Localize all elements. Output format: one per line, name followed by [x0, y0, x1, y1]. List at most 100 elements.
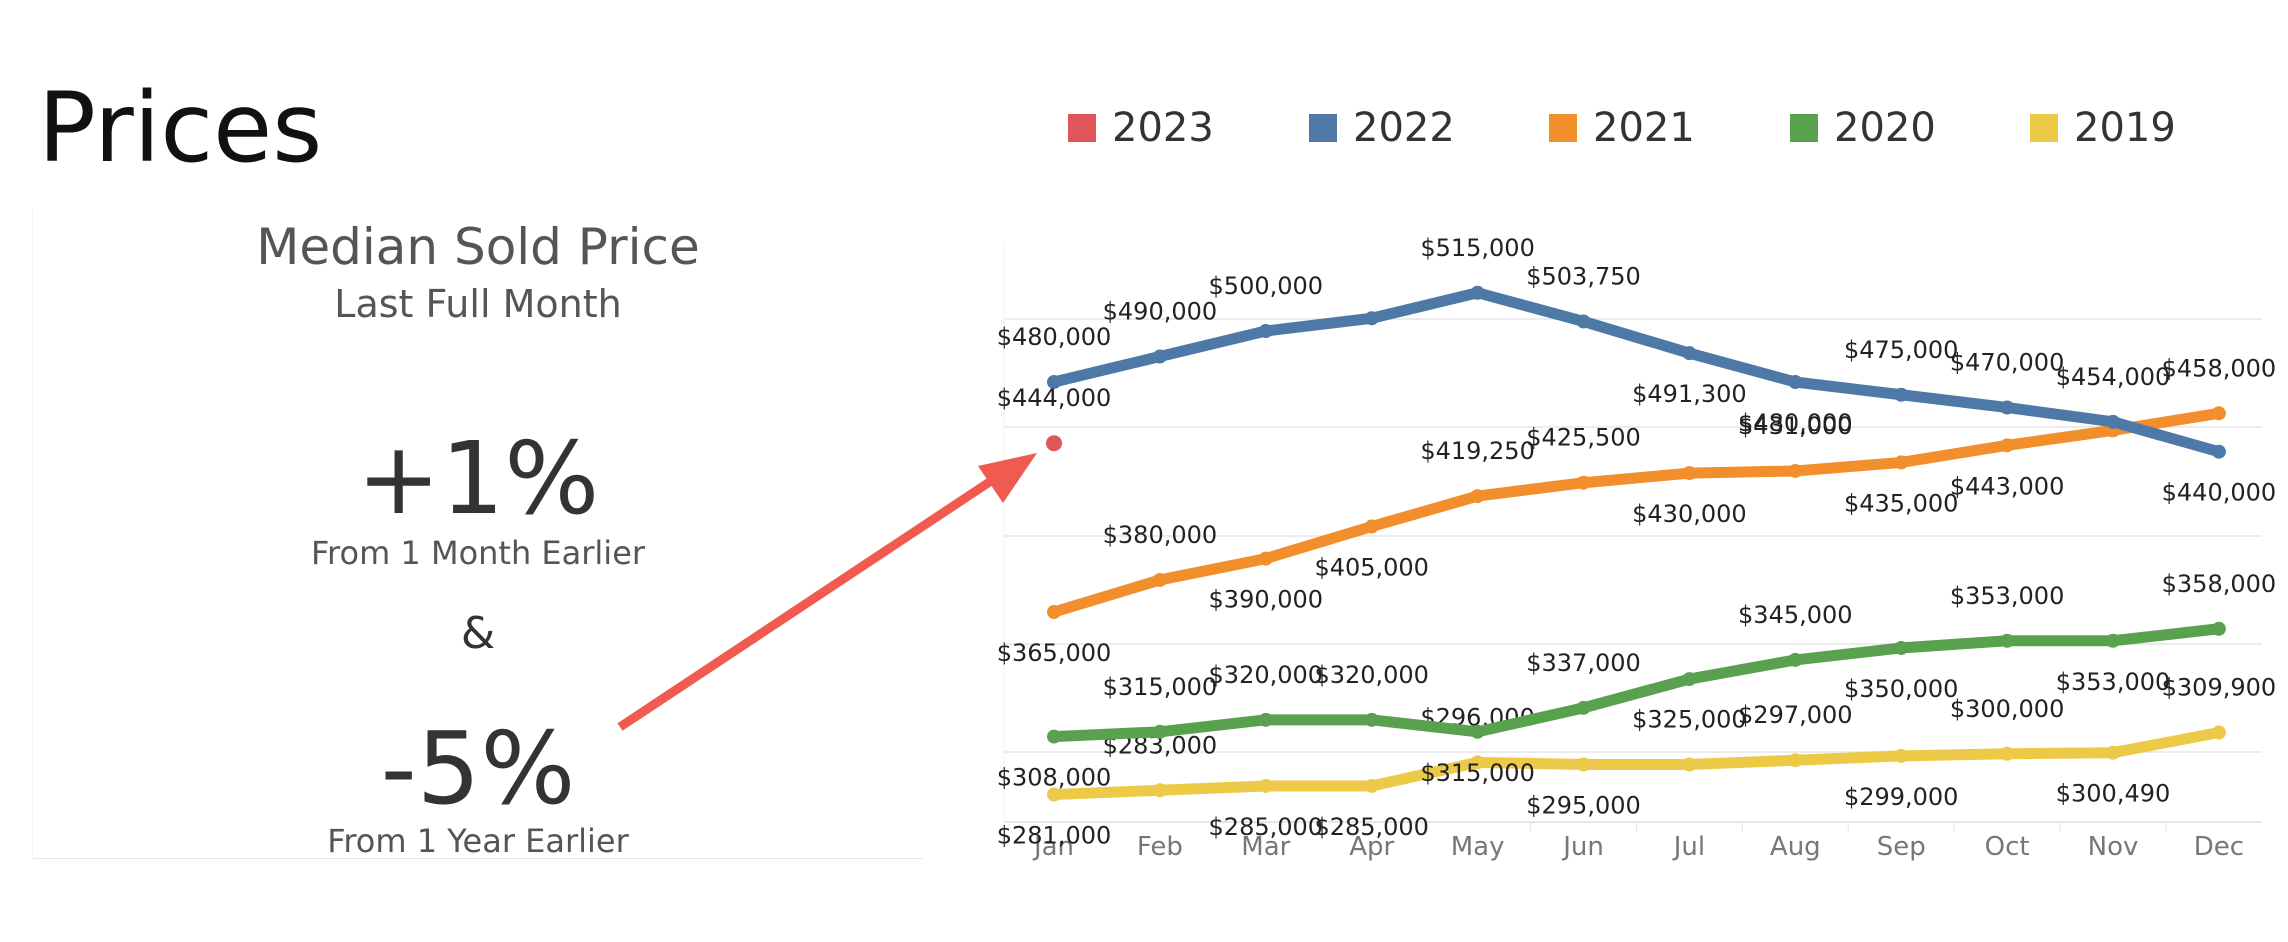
- point-2022-dec: [2211, 444, 2226, 459]
- data-label-2022-nov: $454,000: [2056, 363, 2171, 391]
- point-2022-may: [1470, 285, 1485, 300]
- data-label-2021-jun: $425,500: [1526, 424, 1641, 452]
- data-label-2023-jan: $444,000: [997, 384, 1112, 412]
- legend-item-2023[interactable]: 2023: [1068, 103, 1214, 153]
- data-label-2022-mar: $500,000: [1209, 272, 1324, 300]
- point-2022-sep: [1894, 387, 1909, 402]
- data-label-2021-jul: $430,000: [1632, 500, 1747, 528]
- annotation-arrow-head: [978, 453, 1037, 503]
- point-2019-apr: [1364, 778, 1379, 793]
- data-label-2021-oct: $443,000: [1950, 472, 2065, 500]
- legend-label-2021: 2021: [1593, 105, 1695, 151]
- legend-item-2021[interactable]: 2021: [1549, 103, 1695, 153]
- point-2019-jan: [1047, 787, 1061, 802]
- point-2021-feb: [1152, 572, 1167, 587]
- data-label-2022-dec: $440,000: [2162, 479, 2277, 507]
- point-2022-oct: [2000, 400, 2015, 415]
- series-line-2022: [1048, 287, 2225, 458]
- point-2020-nov: [2106, 633, 2120, 648]
- point-2020-jun: [1576, 700, 1591, 715]
- data-label-2019-sep: $299,000: [1844, 783, 1959, 811]
- x-tick-label-mar: Mar: [1241, 832, 1290, 862]
- data-label-2022-oct: $470,000: [1950, 349, 2065, 377]
- data-label-2021-dec: $458,000: [2162, 354, 2277, 382]
- kpi-subtitle: Last Full Month: [334, 282, 622, 326]
- data-label-2022-jul: $491,300: [1632, 380, 1747, 408]
- ampersand: &: [460, 608, 496, 659]
- point-2020-dec: [2211, 621, 2226, 636]
- data-label-2021-aug: $431,000: [1738, 412, 1853, 440]
- point-2019-may: [1470, 755, 1485, 770]
- point-2019-feb: [1152, 783, 1167, 798]
- data-label-2020-apr: $320,000: [1314, 661, 1429, 689]
- point-2020-oct: [2000, 633, 2015, 648]
- point-2020-apr: [1364, 712, 1379, 727]
- monthly-change-value: +1%: [356, 420, 600, 537]
- data-label-2019-aug: $297,000: [1738, 701, 1853, 729]
- data-label-2021-may: $419,250: [1420, 437, 1535, 465]
- data-label-2022-feb: $490,000: [1103, 298, 1218, 326]
- data-label-2022-aug: $480,000: [1738, 409, 1853, 437]
- point-2020-sep: [1894, 640, 1909, 655]
- point-2020-mar: [1258, 712, 1273, 727]
- legend-swatch-2019: [2030, 114, 2058, 142]
- point-2020-may: [1470, 724, 1485, 739]
- point-2020-aug: [1788, 652, 1803, 667]
- x-tick-label-feb: Feb: [1137, 832, 1183, 862]
- point-2021-jun: [1576, 475, 1591, 490]
- point-2020-feb: [1152, 724, 1167, 739]
- data-label-2020-may: $315,000: [1420, 759, 1535, 787]
- series-line-2019: [1048, 727, 2225, 801]
- legend-item-2019[interactable]: 2019: [2030, 103, 2176, 153]
- x-tick-label-nov: Nov: [2088, 832, 2139, 862]
- x-tick-label-aug: Aug: [1770, 832, 1821, 862]
- data-label-2022-jun: $503,750: [1526, 262, 1641, 290]
- point-2022-feb: [1152, 349, 1167, 364]
- x-tick-label-sep: Sep: [1877, 832, 1926, 862]
- legend-item-2022[interactable]: 2022: [1309, 103, 1455, 153]
- x-tick-label-jul: Jul: [1672, 832, 1705, 862]
- data-label-2019-jul: $325,000: [1632, 706, 1747, 734]
- legend-swatch-2023: [1068, 114, 1096, 142]
- page-title: Prices: [38, 72, 323, 184]
- x-tick-label-jun: Jun: [1561, 832, 1604, 862]
- data-label-2020-nov: $353,000: [2056, 668, 2171, 696]
- point-2021-apr: [1364, 519, 1379, 534]
- monthly-change-label: From 1 Month Earlier: [310, 534, 646, 572]
- point-2020-jan: [1047, 729, 1061, 744]
- legend-swatch-2021: [1549, 114, 1577, 142]
- kpi-title: Median Sold Price: [256, 218, 700, 276]
- x-tick-label-jan: Jan: [1032, 832, 1074, 862]
- point-2019-aug: [1788, 753, 1803, 768]
- legend-label-2020: 2020: [1834, 105, 1936, 151]
- x-tick-label-may: May: [1451, 832, 1505, 862]
- data-label-2019-jun: $295,000: [1526, 792, 1641, 820]
- data-label-2019-jan: $281,000: [997, 822, 1112, 850]
- data-label-2021-mar: $390,000: [1209, 586, 1324, 614]
- yearly-change-label: From 1 Year Earlier: [327, 822, 629, 860]
- point-2019-dec: [2211, 725, 2226, 740]
- legend-label-2019: 2019: [2074, 105, 2176, 151]
- data-label-2022-sep: $475,000: [1844, 336, 1959, 364]
- point-2019-jun: [1576, 757, 1591, 772]
- point-2021-may: [1470, 489, 1485, 504]
- point-2022-nov: [2106, 414, 2120, 429]
- data-label-2020-mar: $320,000: [1209, 661, 1324, 689]
- annotation-arrow-shaft: [617, 471, 1003, 731]
- data-label-2020-jan: $308,000: [997, 764, 1112, 792]
- point-2020-jul: [1682, 672, 1697, 687]
- data-label-2020-aug: $345,000: [1738, 601, 1853, 629]
- point-2019-jul: [1682, 757, 1697, 772]
- data-label-2019-dec: $309,900: [2162, 674, 2277, 702]
- point-2019-nov: [2106, 745, 2120, 760]
- data-label-2020-oct: $353,000: [1950, 582, 2065, 610]
- data-label-2020-feb: $315,000: [1103, 673, 1218, 701]
- legend-label-2023: 2023: [1112, 105, 1214, 151]
- point-2021-jan: [1047, 605, 1061, 619]
- data-label-2022-may: $515,000: [1420, 234, 1535, 262]
- data-label-2021-jan: $365,000: [997, 639, 1112, 667]
- point-2021-sep: [1894, 455, 1909, 470]
- legend-item-2020[interactable]: 2020: [1790, 103, 1936, 153]
- point-2021-oct: [2000, 438, 2015, 453]
- point-2021-jul: [1682, 466, 1697, 481]
